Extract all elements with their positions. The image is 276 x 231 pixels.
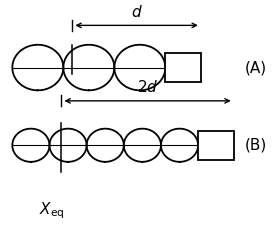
Bar [165, 53, 201, 82]
Text: (A): (A) [245, 60, 267, 75]
Text: (B): (B) [244, 138, 267, 153]
Bar [198, 131, 233, 160]
Text: $d$: $d$ [131, 4, 142, 20]
Text: $X_\mathrm{eq}$: $X_\mathrm{eq}$ [39, 200, 65, 221]
Text: $2d$: $2d$ [137, 79, 158, 95]
